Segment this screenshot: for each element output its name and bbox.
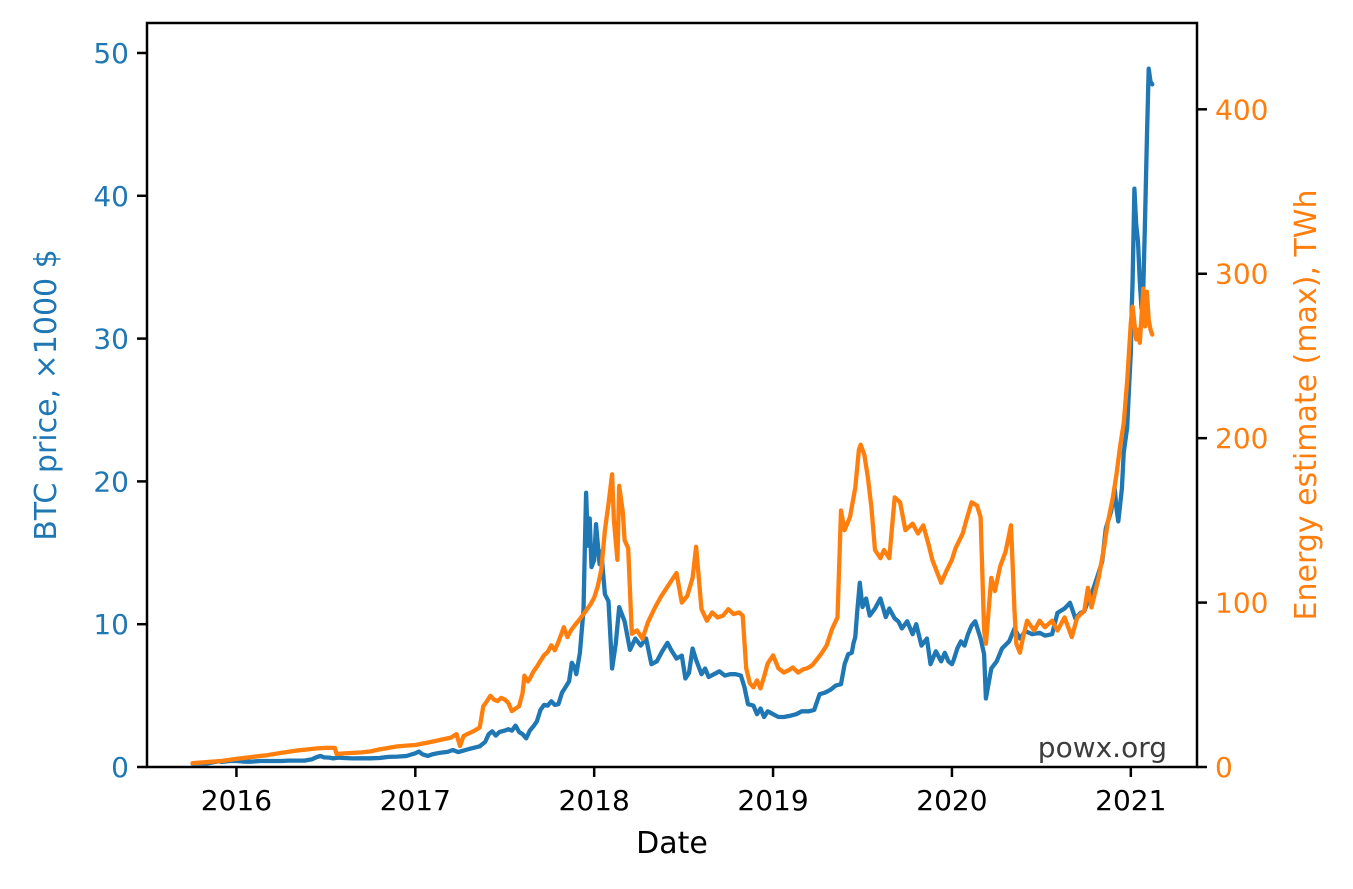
btc-price-line bbox=[190, 66, 1155, 766]
x-axis-label: Date bbox=[636, 826, 708, 861]
y-right-tick-label: 0 bbox=[1215, 751, 1233, 784]
x-tick-label: 2019 bbox=[737, 784, 808, 817]
x-tick-label: 2017 bbox=[380, 784, 451, 817]
y-left-tick-label: 10 bbox=[93, 608, 129, 641]
y-left-tick-label: 0 bbox=[111, 751, 129, 784]
energy-line bbox=[190, 286, 1155, 766]
x-tick-label: 2016 bbox=[201, 784, 272, 817]
y-left-tick-label: 20 bbox=[93, 465, 129, 498]
y-left-axis-label: BTC price, ×1000 $ bbox=[29, 249, 64, 540]
x-tick-label: 2018 bbox=[559, 784, 630, 817]
y-right-tick-label: 300 bbox=[1215, 258, 1268, 291]
x-tick-label: 2021 bbox=[1095, 784, 1166, 817]
y-left-tick-label: 40 bbox=[93, 180, 129, 213]
y-right-tick-label: 200 bbox=[1215, 422, 1268, 455]
y-right-tick-label: 400 bbox=[1215, 93, 1268, 126]
watermark-text: powx.org bbox=[1038, 731, 1167, 764]
x-tick-label: 2020 bbox=[916, 784, 987, 817]
y-left-tick-label: 50 bbox=[93, 37, 129, 70]
y-right-tick-label: 100 bbox=[1215, 587, 1268, 620]
y-right-axis-label: Energy estimate (max), TWh bbox=[1289, 190, 1324, 621]
y-left-tick-label: 30 bbox=[93, 323, 129, 356]
